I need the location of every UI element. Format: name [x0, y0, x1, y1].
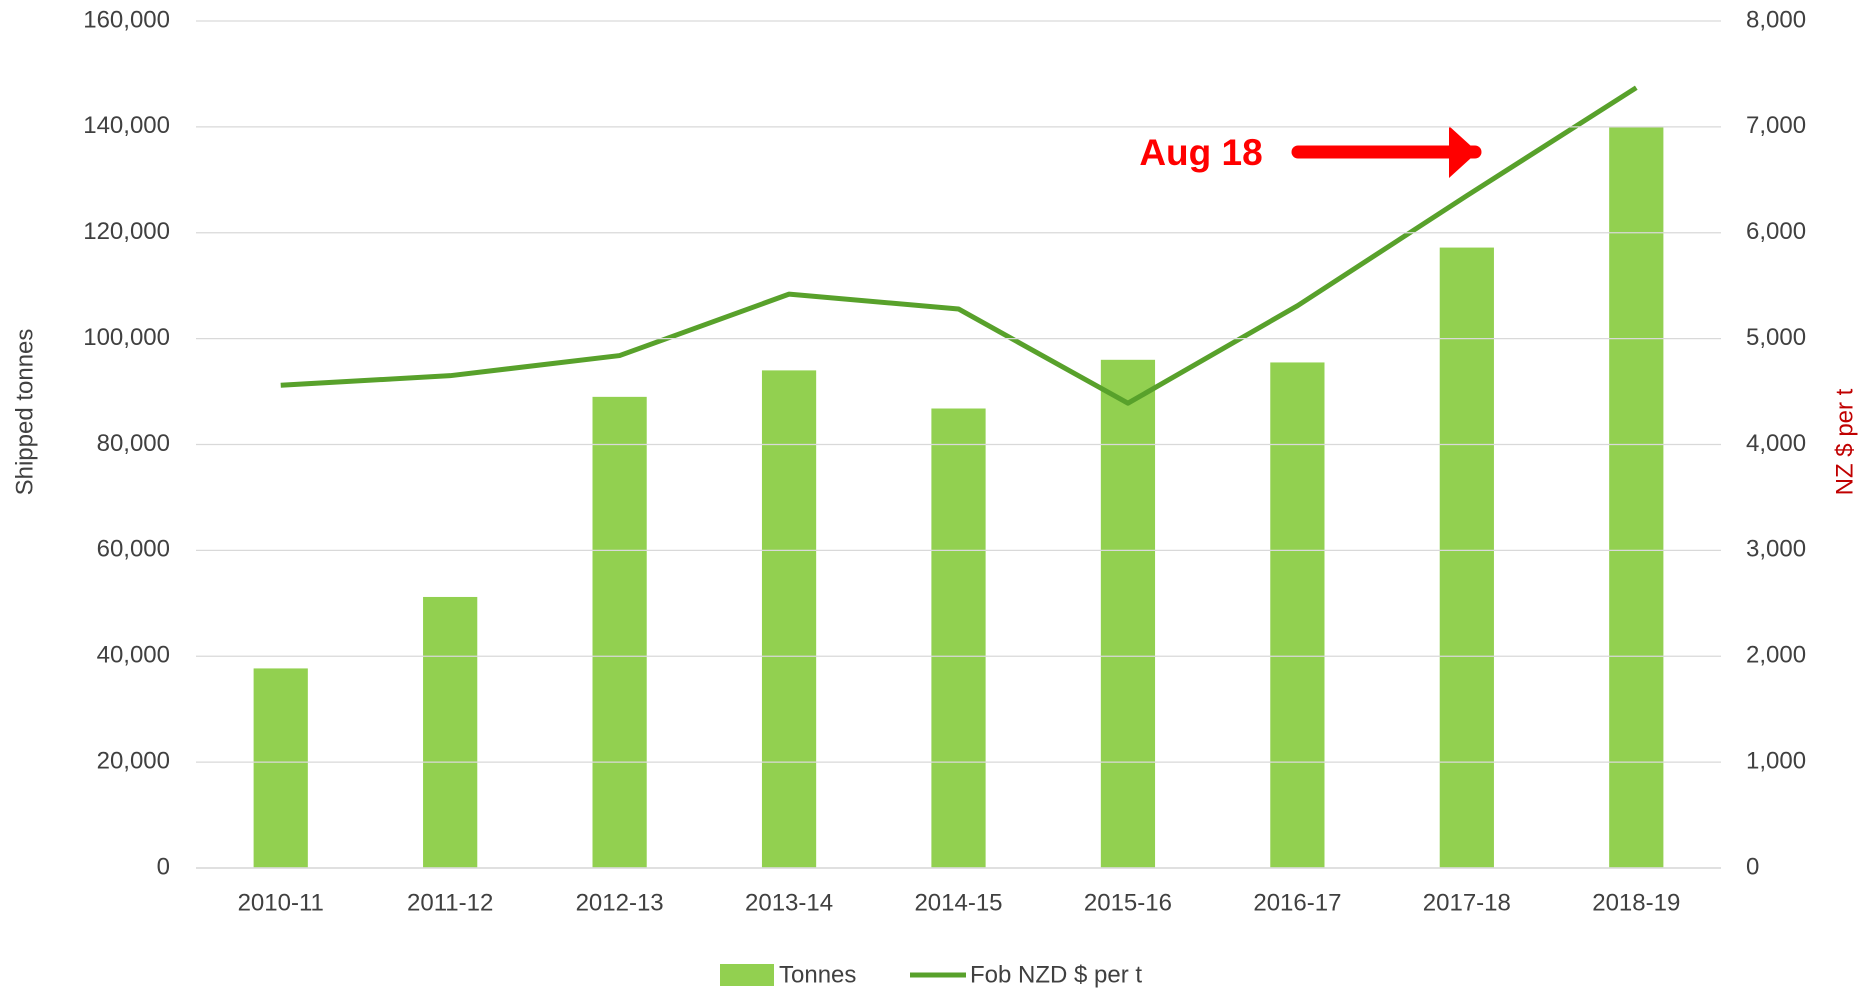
- bar: [592, 396, 647, 868]
- bar: [423, 596, 478, 868]
- y-tick-label: 160,000: [83, 6, 170, 33]
- bar: [1270, 362, 1325, 868]
- y2-tick-label: 1,000: [1746, 747, 1806, 774]
- y-tick-label: 100,000: [83, 324, 170, 351]
- y-tick-label: 60,000: [97, 536, 170, 563]
- y2-axis-label: NZ $ per t: [1831, 388, 1858, 495]
- y2-tick-label: 7,000: [1746, 112, 1806, 139]
- legend-label: Tonnes: [779, 961, 856, 988]
- y-tick-label: 140,000: [83, 112, 170, 139]
- x-tick-label: 2011-12: [407, 889, 493, 916]
- x-tick-label: 2018-19: [1592, 889, 1680, 916]
- line: [280, 85, 1638, 406]
- x-tick-label: 2014-15: [914, 889, 1002, 916]
- bar: [761, 370, 817, 868]
- y-tick-label: 80,000: [97, 430, 170, 457]
- y2-tick-label: 0: [1746, 853, 1759, 880]
- x-tick-label: 2017-18: [1423, 889, 1511, 916]
- y-tick-label: 40,000: [97, 642, 170, 669]
- legend-label: Fob NZD $ per t: [970, 961, 1142, 988]
- bar: [931, 408, 986, 868]
- annotation: Aug 18: [1139, 132, 1262, 173]
- y-tick-label: 120,000: [83, 218, 170, 245]
- x-tick-label: 2010-11: [238, 889, 324, 916]
- x-tick-label: 2015-16: [1084, 889, 1172, 916]
- x-tick-label: 2016-17: [1253, 889, 1341, 916]
- y2-tick-label: 8,000: [1746, 6, 1806, 33]
- bar: [1609, 126, 1664, 868]
- bar: [1439, 247, 1494, 868]
- y-tick-label: 20,000: [97, 747, 170, 774]
- bar: [1100, 359, 1156, 868]
- y2-tick-label: 6,000: [1746, 218, 1806, 245]
- y2-tick-label: 3,000: [1746, 536, 1806, 563]
- y2-tick-label: 4,000: [1746, 430, 1806, 457]
- y-tick-label: 0: [157, 853, 170, 880]
- x-tick-label: 2013-14: [745, 889, 833, 916]
- bar: [253, 668, 308, 868]
- y2-tick-label: 2,000: [1746, 642, 1806, 669]
- y-axis-label: Shipped tonnes: [11, 329, 38, 496]
- x-tick-label: 2012-13: [576, 889, 664, 916]
- y2-tick-label: 5,000: [1746, 324, 1806, 351]
- legend-swatch: [720, 964, 774, 986]
